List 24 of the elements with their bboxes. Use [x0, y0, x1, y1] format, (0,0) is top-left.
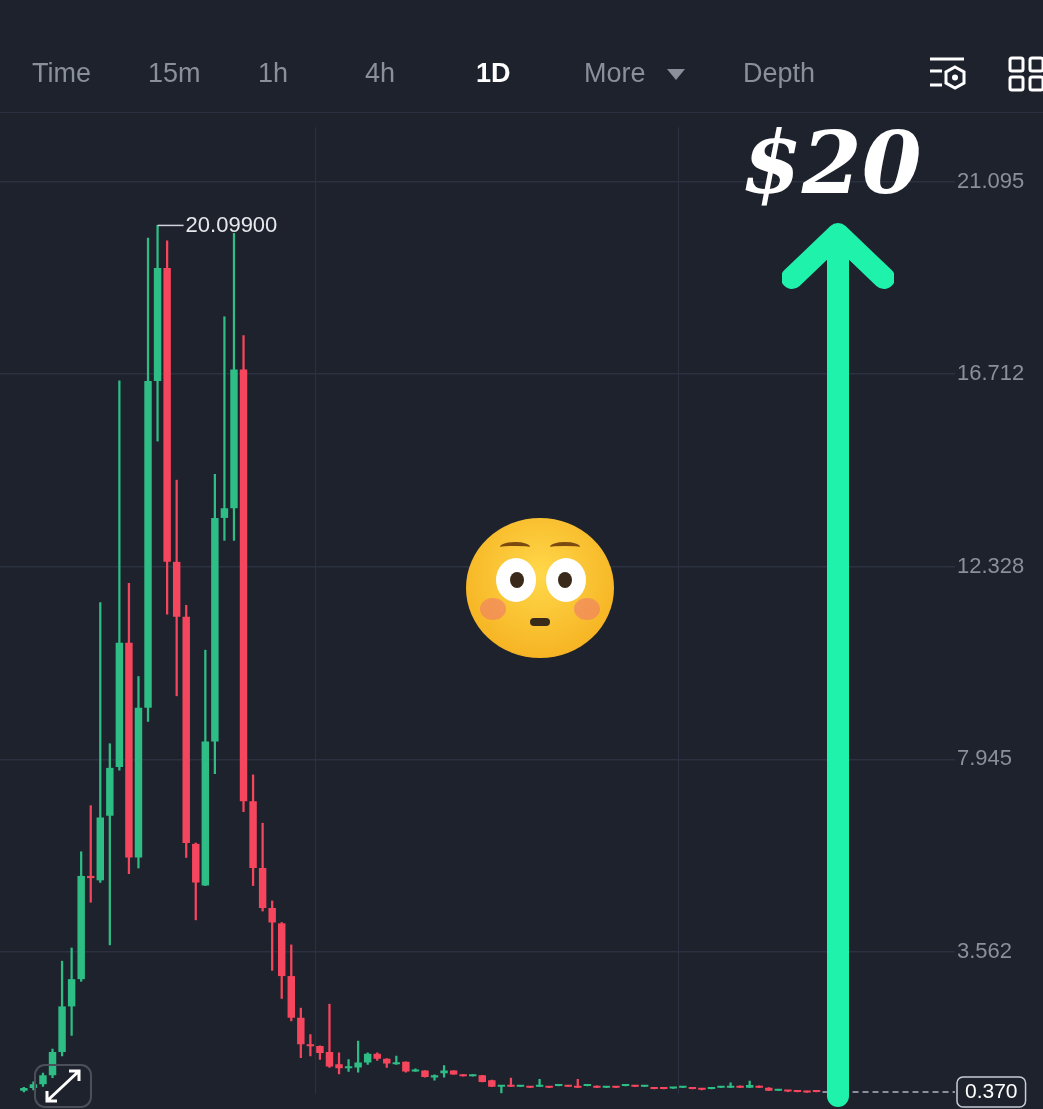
text: Time	[32, 58, 91, 89]
candlestick	[497, 1084, 506, 1094]
text: More	[584, 58, 646, 89]
candlestick	[306, 1034, 315, 1057]
candlestick	[115, 380, 124, 771]
candlestick	[220, 316, 229, 541]
candlestick	[535, 1078, 544, 1088]
y-tick-label: 16.712	[957, 360, 1025, 386]
ref-line-label: 0.370	[965, 1078, 1018, 1102]
annotation: $20	[742, 112, 922, 213]
text: 1D	[476, 58, 511, 89]
text: 4h	[365, 58, 396, 89]
y-tick-label: 3.562	[957, 937, 1013, 963]
y-tick-label: 12.328	[957, 552, 1025, 578]
candlestick	[344, 1059, 353, 1072]
text: 1h	[258, 58, 289, 89]
annotation: 20.09900	[185, 212, 278, 238]
text: 15m	[148, 58, 201, 89]
candlestick	[325, 1003, 334, 1068]
candlestick	[726, 1082, 735, 1088]
candlestick	[67, 947, 76, 1036]
y-tick-label: 21.095	[957, 167, 1025, 193]
text: Depth	[743, 58, 816, 89]
y-tick-label: 7.945	[957, 745, 1013, 771]
